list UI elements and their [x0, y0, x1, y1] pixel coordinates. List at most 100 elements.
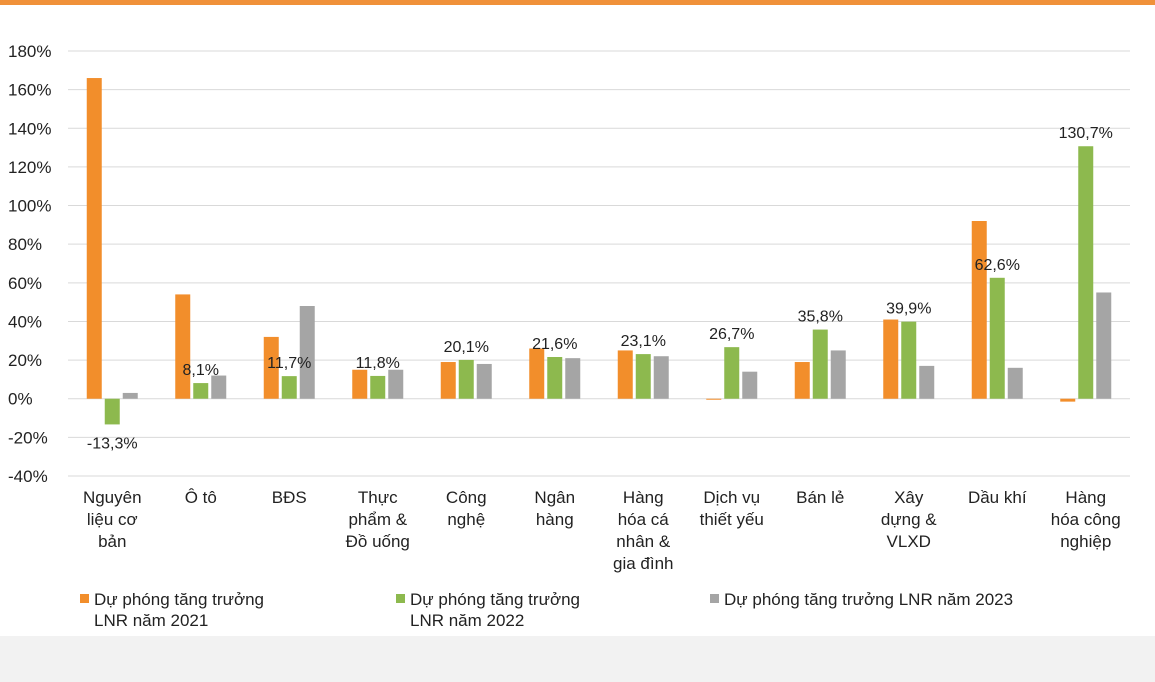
bar-series-3 — [830, 350, 846, 399]
legend-label-3: Dự phóng tăng trưởng LNR năm 2023 — [724, 590, 1013, 609]
bar-chart: 180% 160% 140% 120% 100% 80% 60% 40% 20% 0% -20% -4… — [8, 42, 1130, 630]
bar-series-1 — [971, 221, 987, 399]
category-label: Ô tô — [185, 488, 217, 507]
bar-series-2 — [104, 398, 120, 425]
legend-swatch-3 — [710, 594, 719, 603]
category-label: Nguyên — [83, 488, 142, 507]
category-label: Dịch vụ — [703, 488, 760, 507]
y-tick-label: 100% — [8, 197, 51, 216]
bar-series-2 — [547, 357, 563, 399]
data-label: 11,7% — [267, 355, 311, 372]
bar-series-1 — [175, 294, 191, 399]
bar-series-1 — [529, 348, 545, 399]
data-label: 35,8% — [798, 309, 843, 326]
legend-swatch-2 — [396, 594, 405, 603]
legend-label-2: LNR năm 2022 — [410, 611, 524, 630]
category-label: gia đình — [613, 554, 674, 573]
bar-series-3 — [742, 371, 758, 399]
category-label: hóa cá — [618, 510, 670, 529]
y-tick-label: 20% — [8, 351, 42, 370]
category-label: Công — [446, 488, 487, 507]
data-label: 20,1% — [444, 339, 489, 356]
category-label: hàng — [536, 510, 574, 529]
data-label: 62,6% — [975, 257, 1020, 274]
y-axis-tick-labels: 180% 160% 140% 120% 100% 80% 60% 40% 20% 0% -20% -4… — [8, 42, 51, 486]
category-label: Thực — [358, 488, 398, 507]
category-label: nghiệp — [1060, 532, 1111, 551]
bar-series-1 — [883, 319, 899, 399]
category-label: phẩm & — [348, 510, 407, 529]
y-tick-label: 160% — [8, 81, 51, 100]
category-label: Bán lẻ — [796, 488, 844, 507]
bar-series-3 — [1007, 367, 1023, 399]
bar-series-2 — [724, 347, 740, 399]
gridlines — [68, 50, 1130, 477]
data-label: 23,1% — [621, 333, 666, 350]
bar-series-3 — [122, 392, 138, 399]
bar-series-3 — [565, 358, 581, 399]
category-label: hóa công — [1051, 510, 1121, 529]
data-label: 130,7% — [1059, 125, 1113, 142]
bar-series-3 — [1096, 292, 1112, 399]
category-labels: Nguyên liệu cơ bản Ô tô BĐS Thực phẩm & Đồ uống… — [83, 488, 1121, 573]
bar-series-3 — [388, 369, 404, 399]
data-label: 39,9% — [886, 301, 931, 318]
bar-series-1 — [440, 362, 456, 399]
category-label: Dầu khí — [968, 488, 1027, 507]
bar-series-1 — [352, 369, 368, 399]
data-label: -13,3% — [87, 435, 138, 452]
category-label: liệu cơ — [87, 510, 138, 529]
bar-series-1 — [706, 398, 722, 400]
bar-series-2 — [901, 321, 917, 399]
bar-series-3 — [211, 375, 227, 399]
y-tick-label: -40% — [8, 467, 48, 486]
bar-series-1 — [86, 78, 102, 399]
bar-series-1 — [263, 336, 279, 399]
data-label: 8,1% — [183, 362, 219, 379]
bar-series-2 — [812, 329, 828, 399]
category-label: VLXD — [887, 532, 931, 551]
category-label: Ngân — [534, 488, 575, 507]
category-label: thiết yếu — [700, 510, 764, 529]
bar-series-3 — [476, 363, 492, 399]
y-tick-label: -20% — [8, 428, 48, 447]
legend-swatch-1 — [80, 594, 89, 603]
legend-label-1: Dự phóng tăng trưởng — [94, 590, 264, 609]
legend-label-1: LNR năm 2021 — [94, 611, 208, 630]
bar-series-2 — [370, 375, 386, 399]
top-accent-rule — [0, 0, 1155, 5]
category-label: Hàng — [623, 488, 664, 507]
y-tick-label: 0% — [8, 390, 33, 409]
category-label: bản — [98, 532, 126, 551]
category-label: nghệ — [447, 510, 485, 529]
bar-series-3 — [919, 365, 935, 399]
data-label: 26,7% — [709, 326, 754, 343]
y-tick-label: 120% — [8, 158, 51, 177]
bar-series-2 — [281, 376, 297, 399]
bar-series-3 — [299, 306, 315, 399]
legend: Dự phóng tăng trưởng LNR năm 2021 Dự phóng… — [80, 590, 1013, 630]
y-tick-label: 60% — [8, 274, 42, 293]
data-label: 21,6% — [532, 336, 577, 353]
y-tick-label: 80% — [8, 235, 42, 254]
y-tick-label: 40% — [8, 312, 42, 331]
bar-series-2 — [1078, 146, 1094, 399]
bars — [86, 78, 1112, 425]
data-label: 11,8% — [356, 355, 400, 372]
category-label: Hàng — [1065, 488, 1106, 507]
category-label: dựng & — [881, 510, 937, 529]
bar-series-2 — [193, 383, 209, 399]
category-label: nhân & — [616, 532, 671, 551]
bottom-band — [0, 636, 1155, 682]
y-tick-label: 140% — [8, 119, 51, 138]
bar-series-1 — [617, 350, 633, 399]
data-labels: -13,3% 8,1% 11,7% 11,8% 20,1% 21,6% 23,1% 26,7%… — [87, 125, 1113, 452]
bar-series-2 — [458, 359, 474, 399]
bar-series-2 — [635, 354, 651, 399]
category-label: Xây — [894, 488, 924, 507]
bar-series-1 — [1060, 398, 1076, 402]
category-label: BĐS — [272, 488, 307, 507]
bar-series-2 — [989, 277, 1005, 399]
bar-series-1 — [794, 362, 810, 399]
